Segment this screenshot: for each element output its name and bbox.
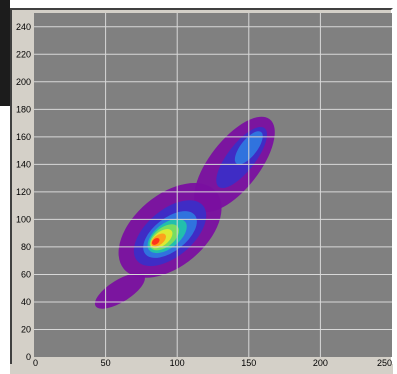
grid-layer bbox=[34, 13, 392, 357]
x-tick-label-150: 150 bbox=[241, 358, 256, 368]
y-tick-label-20: 20 bbox=[21, 324, 31, 334]
y-tick-label-0: 0 bbox=[26, 352, 31, 362]
density-region-2 bbox=[94, 273, 145, 309]
x-tick-label-200: 200 bbox=[313, 358, 328, 368]
y-tick-label-200: 200 bbox=[16, 77, 31, 87]
density-region-11 bbox=[151, 237, 160, 245]
y-tick-label-120: 120 bbox=[16, 187, 31, 197]
y-tick-label-140: 140 bbox=[16, 159, 31, 169]
side-panel-tab[interactable] bbox=[0, 0, 10, 106]
y-tick-label-60: 60 bbox=[21, 269, 31, 279]
y-tick-label-100: 100 bbox=[16, 214, 31, 224]
y-tick-label-40: 40 bbox=[21, 297, 31, 307]
y-axis: 0 20 40 60 80 100 120 140 160 180 200 220 240 bbox=[16, 22, 31, 362]
x-tick-label-0: 0 bbox=[33, 358, 38, 368]
x-tick-label-100: 100 bbox=[170, 358, 185, 368]
y-tick-label-240: 240 bbox=[16, 22, 31, 32]
x-axis: 0 50 100 150 200 250 bbox=[33, 358, 392, 368]
y-tick-label-160: 160 bbox=[16, 132, 31, 142]
y-tick-label-180: 180 bbox=[16, 104, 31, 114]
x-tick-label-250: 250 bbox=[377, 358, 392, 368]
y-tick-label-220: 220 bbox=[16, 49, 31, 59]
x-tick-label-50: 50 bbox=[101, 358, 111, 368]
y-tick-label-80: 80 bbox=[21, 242, 31, 252]
bottom-strip bbox=[10, 364, 393, 374]
